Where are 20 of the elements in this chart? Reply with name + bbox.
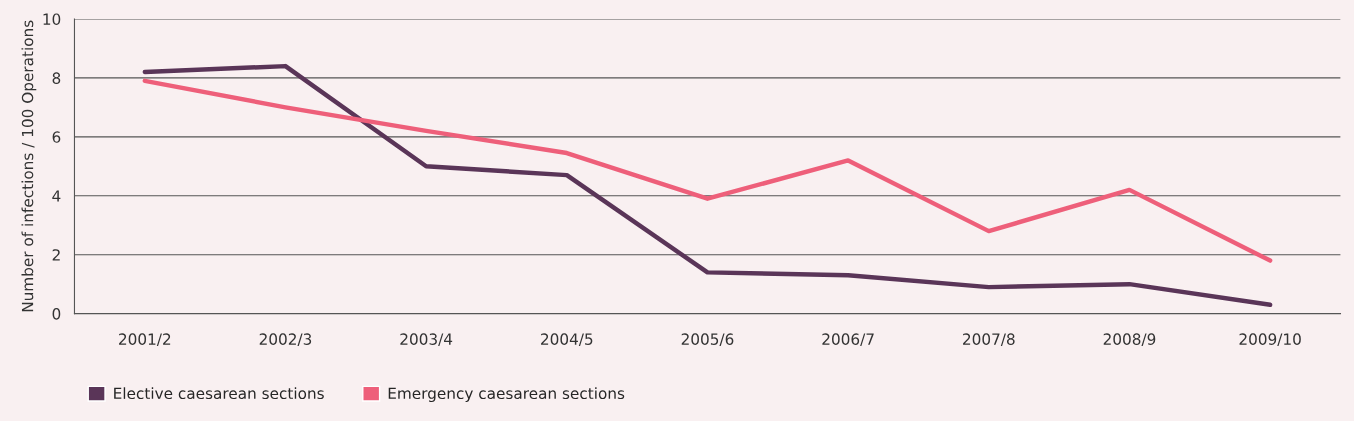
y-tick-label: 0 bbox=[52, 308, 61, 320]
x-tick-label: 2002/3 bbox=[259, 333, 312, 347]
x-tick-label: 2005/6 bbox=[681, 333, 734, 347]
y-tick-label: 10 bbox=[43, 13, 61, 25]
y-tick-label: 4 bbox=[52, 190, 61, 202]
y-tick-label: 2 bbox=[52, 249, 60, 261]
y-tick-label: 6 bbox=[52, 131, 61, 143]
x-tick-label: 2001/2 bbox=[119, 333, 171, 347]
y-tick-label: 8 bbox=[52, 72, 61, 84]
line-series bbox=[142, 63, 1273, 308]
y-axis-title: Number of infections / 100 Operations bbox=[21, 20, 37, 312]
x-tick-label: 2006/7 bbox=[822, 333, 874, 347]
x-tick-label: 2007/8 bbox=[963, 333, 1015, 347]
legend-label: Emergency caesarean sections bbox=[388, 387, 625, 403]
x-tick-label: 2004/5 bbox=[541, 333, 593, 347]
x-tick-label: 2008/9 bbox=[1103, 333, 1156, 347]
x-tick-label: 2003/4 bbox=[400, 333, 453, 347]
x-tick-label: 2009/10 bbox=[1239, 333, 1301, 347]
legend-label: Elective caesarean sections bbox=[114, 387, 324, 400]
line-series bbox=[142, 78, 1273, 263]
